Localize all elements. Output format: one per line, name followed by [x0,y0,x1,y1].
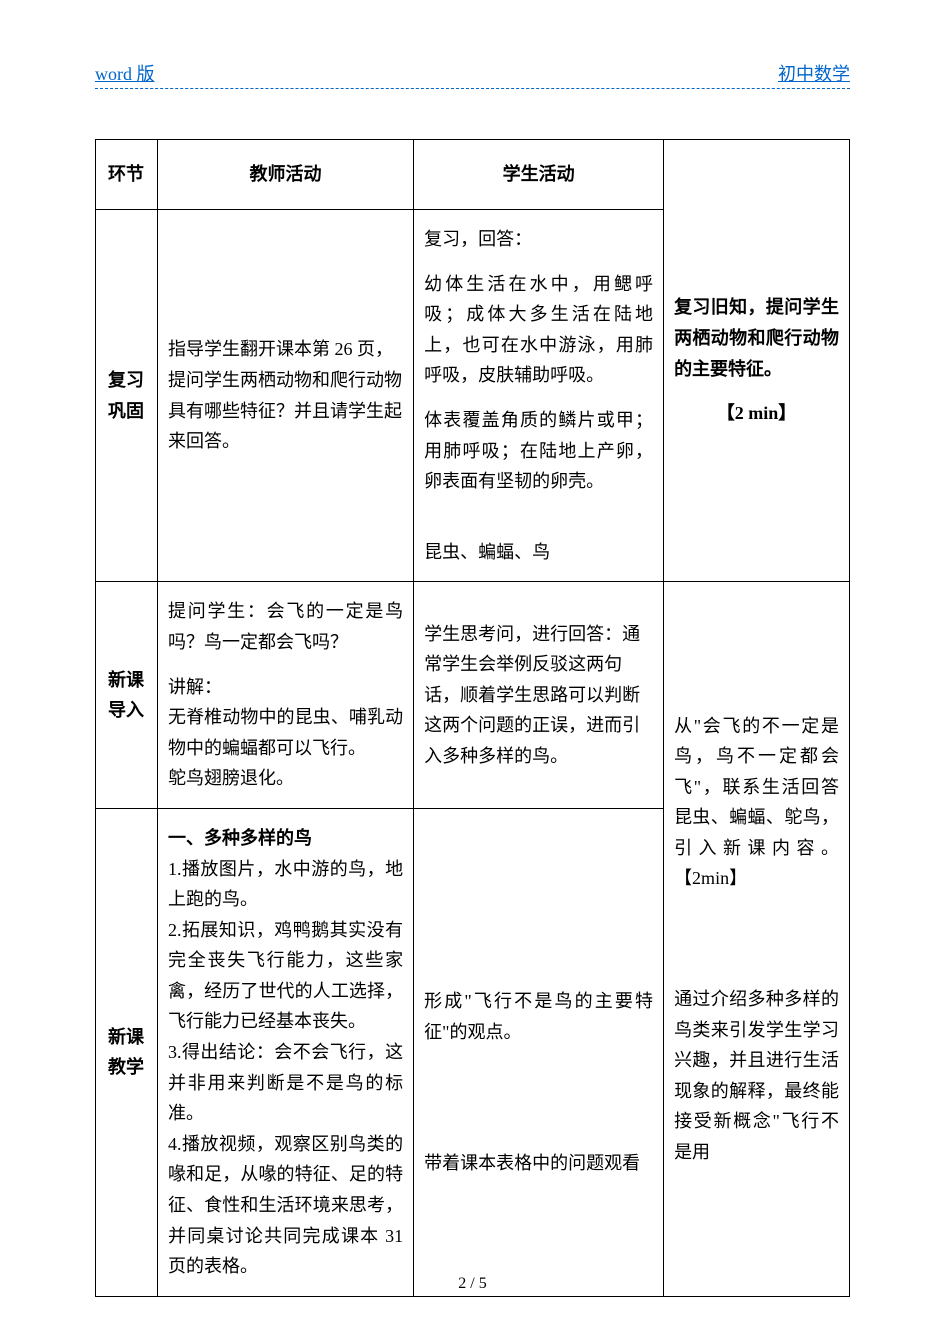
teacher-text: 3.得出结论：会不会飞行，这并非用来判断是不是鸟的标准。 [168,1037,403,1129]
student-intro: 学生思考问，进行回答：通常学生会举例反驳这两句话，顺着学生思路可以判断这两个问题… [414,582,664,809]
teacher-intro: 提问学生：会飞的一定是鸟吗？鸟一定都会飞吗？ 讲解： 无脊椎动物中的昆虫、哺乳动… [157,582,413,809]
student-teaching: 形成"飞行不是鸟的主要特征"的观点。 带着课本表格中的问题观看 [414,808,664,1296]
stage-review: 复习巩固 [96,210,158,582]
teacher-text: 2.拓展知识，鸡鸭鹅其实没有完全丧失飞行能力，这些家禽，经历了世代的人工选择，飞… [168,915,403,1037]
note-text: 通过介绍多种多样的鸟类来引发学生学习兴趣，并且进行生活现象的解释，最终能接受新概… [674,984,839,1168]
note-text: 从"会飞的不一定是鸟，鸟不一定都会飞"，联系生活回答昆虫、蝙蝠、鸵鸟，引入新课内… [674,711,839,895]
teacher-text: 1.播放图片，水中游的鸟，地上跑的鸟。 [168,854,403,915]
header-right-link[interactable]: 初中数学 [778,60,850,86]
page-number: 2 / 5 [0,1275,945,1293]
teacher-text: 4.播放视频，观察区别鸟类的喙和足，从喙的特征、足的特征、食性和生活环境来思考，… [168,1129,403,1282]
header-bar: word 版 初中数学 [95,60,850,89]
teacher-teaching: 一、多种多样的鸟 1.播放图片，水中游的鸟，地上跑的鸟。 2.拓展知识，鸡鸭鹅其… [157,808,413,1296]
lesson-plan-table: 环节 教师活动 学生活动 复习旧知，提问学生两栖动物和爬行动物的主要特征。 【2… [95,139,850,1297]
note-time: 【2 min】 [674,398,839,429]
table-row-intro: 新课导入 提问学生：会飞的一定是鸟吗？鸟一定都会飞吗？ 讲解： 无脊椎动物中的昆… [96,582,850,809]
teacher-text: 讲解： [168,672,403,703]
student-text: 带着课本表格中的问题观看 [424,1148,653,1179]
student-text: 形成"飞行不是鸟的主要特征"的观点。 [424,986,653,1047]
stage-intro: 新课导入 [96,582,158,809]
student-text: 体表覆盖角质的鳞片或甲；用肺呼吸；在陆地上产卵，卵表面有坚韧的卵壳。 [424,405,653,497]
stage-teaching: 新课教学 [96,808,158,1296]
col-header-stage: 环节 [96,140,158,210]
note-text: 复习旧知，提问学生两栖动物和爬行动物的主要特征。 [674,292,839,384]
student-text: 复习，回答： [424,224,653,255]
teacher-text: 提问学生：会飞的一定是鸟吗？鸟一定都会飞吗？ [168,596,403,657]
student-text: 幼体生活在水中，用鳃呼吸；成体大多生活在陆地上，也可在水中游泳，用肺呼吸，皮肤辅… [424,269,653,391]
note-cell-intro: 从"会飞的不一定是鸟，鸟不一定都会飞"，联系生活回答昆虫、蝙蝠、鸵鸟，引入新课内… [664,582,850,1296]
note-cell-review: 复习旧知，提问学生两栖动物和爬行动物的主要特征。 【2 min】 [664,140,850,582]
student-review: 复习，回答： 幼体生活在水中，用鳃呼吸；成体大多生活在陆地上，也可在水中游泳，用… [414,210,664,582]
teacher-review: 指导学生翻开课本第 26 页，提问学生两栖动物和爬行动物具有哪些特征？并且请学生… [157,210,413,582]
teacher-text: 无脊椎动物中的昆虫、哺乳动物中的蝙蝠都可以飞行。 [168,702,403,763]
col-header-student: 学生活动 [414,140,664,210]
col-header-teacher: 教师活动 [157,140,413,210]
teacher-heading: 一、多种多样的鸟 [168,823,403,854]
header-left-link[interactable]: word 版 [95,60,155,86]
teacher-text: 鸵鸟翅膀退化。 [168,763,403,794]
table-header-row: 环节 教师活动 学生活动 复习旧知，提问学生两栖动物和爬行动物的主要特征。 【2… [96,140,850,210]
student-text: 昆虫、蝙蝠、鸟 [424,537,653,568]
